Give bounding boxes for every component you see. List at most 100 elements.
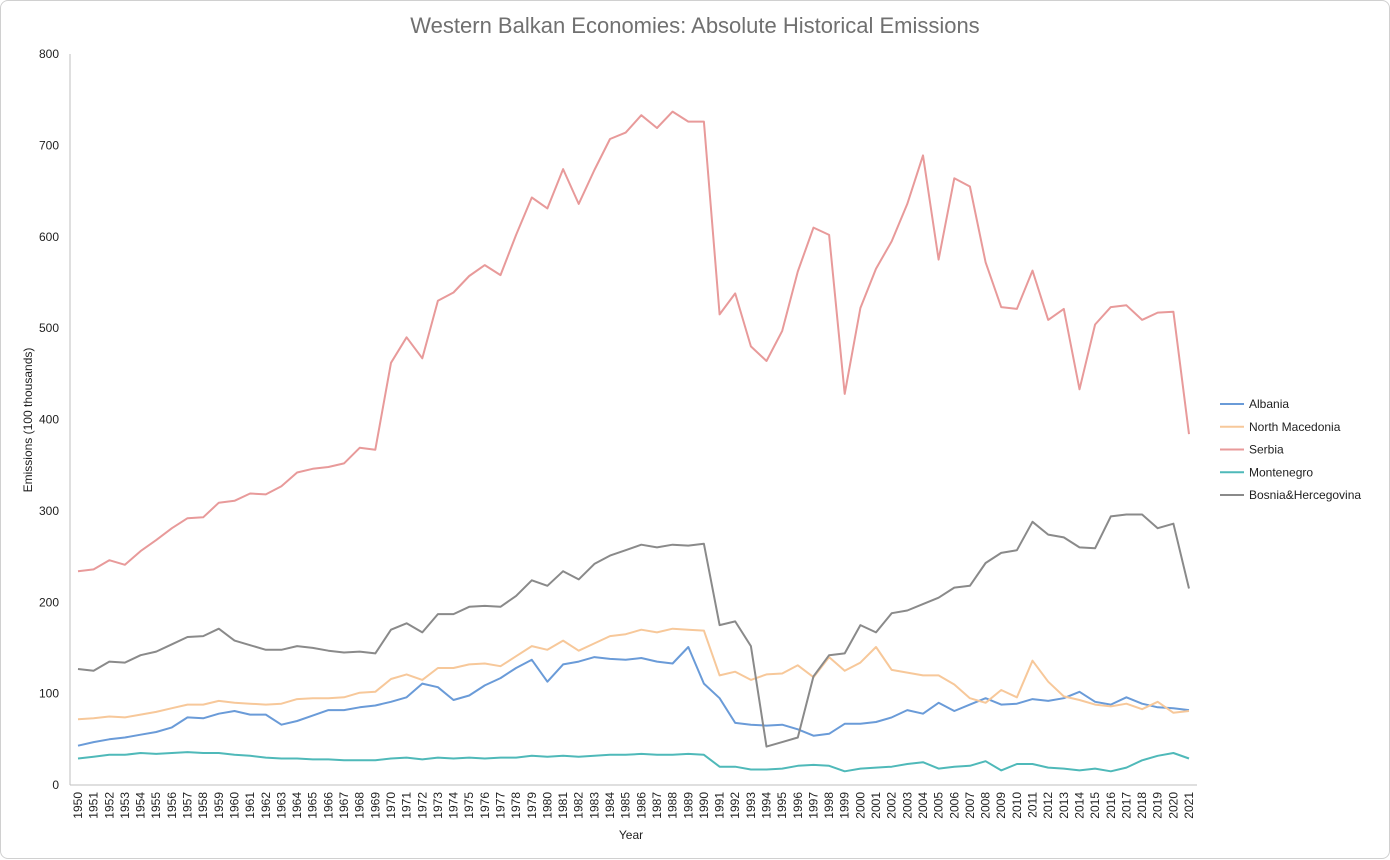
- x-tick-label: 1950: [71, 792, 85, 819]
- x-tick-label: 2020: [1166, 792, 1180, 819]
- x-tick-label: 1980: [540, 792, 554, 819]
- legend-label: Montenegro: [1249, 465, 1313, 479]
- x-tick-label: 1960: [227, 792, 241, 819]
- x-tick-label: 1964: [290, 792, 304, 819]
- x-tick-label: 1962: [259, 792, 273, 819]
- x-tick-label: 1951: [87, 792, 101, 819]
- x-tick-label: 2015: [1088, 792, 1102, 819]
- x-tick-label: 1986: [634, 792, 648, 819]
- series-line-bosnia-hercegovina: [77, 513, 1190, 748]
- x-tick-label: 1981: [556, 792, 570, 819]
- x-tick-label: 1995: [775, 792, 789, 819]
- x-tick-label: 1992: [728, 792, 742, 819]
- x-tick-label: 1998: [822, 792, 836, 819]
- legend-label: North Macedonia: [1249, 420, 1341, 434]
- x-tick-label: 1978: [509, 792, 523, 819]
- x-tick-label: 1977: [493, 792, 507, 819]
- x-tick-label: 1970: [384, 792, 398, 819]
- y-tick-label: 200: [39, 595, 59, 609]
- x-tick-label: 1982: [572, 792, 586, 819]
- x-tick-label: 2012: [1041, 792, 1055, 819]
- x-tick-label: 2011: [1026, 792, 1040, 818]
- y-tick-label: 800: [39, 47, 59, 61]
- x-axis-title: Year: [619, 828, 643, 842]
- x-tick-label: 1972: [415, 792, 429, 819]
- x-tick-label: 1968: [353, 792, 367, 819]
- x-tick-label: 2006: [947, 792, 961, 819]
- y-tick-label: 300: [39, 504, 59, 518]
- series-lines: [77, 110, 1190, 773]
- x-tick-label: 1988: [666, 792, 680, 819]
- x-tick-label: 1966: [321, 792, 335, 819]
- x-tick-label: 1955: [149, 792, 163, 819]
- y-axis-title: Emissions (100 thousands): [21, 348, 35, 493]
- x-tick-label: 1952: [102, 792, 116, 819]
- x-tick-label: 2002: [885, 792, 899, 819]
- x-tick-label: 1996: [791, 792, 805, 819]
- x-tick-label: 1976: [478, 792, 492, 819]
- y-tick-label: 500: [39, 321, 59, 335]
- y-tick-label: 0: [52, 778, 59, 792]
- x-tick-label: 2021: [1182, 792, 1196, 819]
- x-tick-label: 1961: [243, 792, 257, 819]
- x-tick-label: 2013: [1057, 792, 1071, 819]
- x-tick-label: 1956: [165, 792, 179, 819]
- x-tick-label: 1987: [650, 792, 664, 819]
- chart-title: Western Balkan Economies: Absolute Histo…: [410, 13, 979, 38]
- x-tick-label: 1991: [713, 792, 727, 819]
- x-tick-label: 2008: [979, 792, 993, 819]
- x-tick-label: 2017: [1119, 792, 1133, 819]
- x-tick-label: 2001: [869, 792, 883, 819]
- x-tick-label: 1954: [134, 792, 148, 819]
- x-tick-label: 1993: [744, 792, 758, 819]
- x-tick-label: 1983: [587, 792, 601, 819]
- x-tick-label: 2018: [1135, 792, 1149, 819]
- x-tick-label: 1990: [697, 792, 711, 819]
- x-tick-label: 1967: [337, 792, 351, 819]
- x-tick-label: 1965: [306, 792, 320, 819]
- x-tick-label: 1963: [274, 792, 288, 819]
- x-tick-label: 1953: [118, 792, 132, 819]
- x-tick-label: 1997: [806, 792, 820, 819]
- x-tick-label: 1957: [181, 792, 195, 819]
- x-tick-label: 1969: [368, 792, 382, 819]
- x-tick-label: 1973: [431, 792, 445, 819]
- x-tick-label: 1974: [447, 792, 461, 819]
- x-tick-label: 1985: [619, 792, 633, 819]
- legend: Albania North Macedonia Serbia Montenegro Bo…: [1220, 397, 1361, 502]
- series-line-north-macedonia: [77, 627, 1190, 721]
- x-tick-label: 1994: [760, 792, 774, 819]
- x-tick-label: 2010: [1010, 792, 1024, 819]
- legend-label: Serbia: [1249, 443, 1284, 457]
- x-tick-label: 2009: [994, 792, 1008, 819]
- x-tick-label: 1975: [462, 792, 476, 819]
- series-line-serbia: [77, 110, 1190, 573]
- y-tick-label: 700: [39, 138, 59, 152]
- x-tick-label: 2007: [963, 792, 977, 819]
- y-tick-label: 100: [39, 687, 59, 701]
- x-tick-label: 1999: [838, 792, 852, 819]
- x-tick-label: 1979: [525, 792, 539, 819]
- x-tick-label: 2005: [932, 792, 946, 819]
- x-tick-label: 2019: [1151, 792, 1165, 819]
- x-tick-label: 1984: [603, 792, 617, 819]
- x-tick-label: 2000: [853, 792, 867, 819]
- x-tick-label: 1959: [212, 792, 226, 819]
- x-tick-label: 1958: [196, 792, 210, 819]
- y-tick-label: 400: [39, 413, 59, 427]
- series-line-albania: [77, 646, 1190, 747]
- y-tick-labels: 0 100 200 300 400 500 600 700 800: [39, 47, 59, 792]
- x-tick-label: 2014: [1072, 792, 1086, 819]
- legend-label: Albania: [1249, 397, 1289, 411]
- x-tick-label: 2004: [916, 792, 930, 819]
- x-tick-labels: 1950 1951 1952 1953 1954 1955 1956 1957 1958 1959…: [71, 792, 1196, 819]
- series-line-montenegro: [77, 751, 1190, 773]
- x-tick-label: 2016: [1104, 792, 1118, 819]
- x-tick-label: 2003: [900, 792, 914, 819]
- legend-label: Bosnia&Hercegovina: [1249, 488, 1361, 502]
- x-tick-label: 1989: [681, 792, 695, 819]
- y-tick-label: 600: [39, 230, 59, 244]
